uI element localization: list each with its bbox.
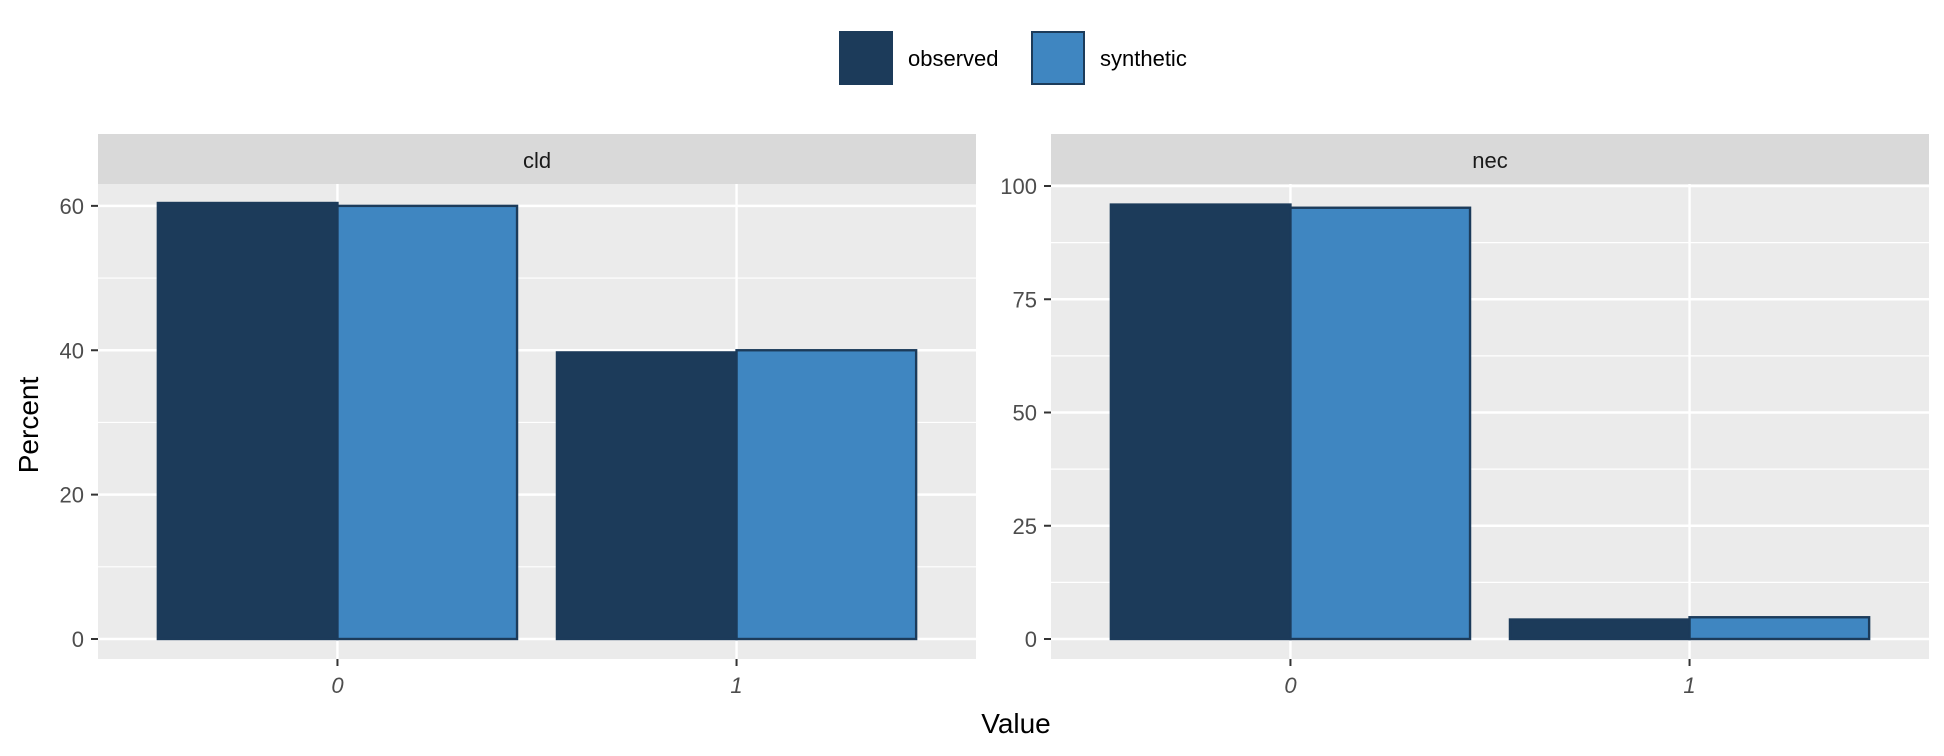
legend-key-synthetic [1031, 31, 1085, 85]
bar-cld-synthetic-0 [336, 204, 519, 641]
y-axis-title: Percent [13, 377, 44, 474]
x-tick-label: 1 [730, 673, 742, 698]
y-tick-label: 50 [1013, 401, 1037, 426]
legend-label-synthetic: synthetic [1100, 46, 1187, 71]
y-tick-label: 0 [1025, 627, 1037, 652]
legend-item-synthetic: synthetic [1031, 31, 1187, 85]
panel-nec: nec 0 25 50 75 100 0 1 [1000, 134, 1929, 698]
y-tick-label: 60 [60, 194, 84, 219]
legend-item-observed: observed [839, 31, 999, 85]
panel-strip [1051, 134, 1929, 184]
legend-label-observed: observed [908, 46, 999, 71]
y-tick-label: 40 [60, 338, 84, 363]
bar-nec-synthetic-0 [1289, 206, 1472, 641]
legend: observed synthetic [839, 31, 1187, 85]
legend-key-observed [839, 31, 893, 85]
x-tick-label: 0 [331, 673, 344, 698]
panel-title: nec [1472, 148, 1507, 173]
bar-nec-observed-1 [1508, 618, 1691, 641]
bar-nec-observed-0 [1109, 203, 1292, 641]
x-axis-title: Value [981, 708, 1051, 739]
x-tick-label: 0 [1284, 673, 1297, 698]
chart-panels: cld 0 20 40 60 0 1 nec 0 25 50 75 100 0 1 [60, 134, 1929, 698]
bar-cld-observed-1 [555, 351, 738, 641]
bar-cld-observed-0 [156, 201, 339, 641]
x-tick-label: 1 [1683, 673, 1695, 698]
y-tick-label: 75 [1013, 287, 1037, 312]
bar-cld-synthetic-1 [735, 349, 918, 641]
y-tick-label: 25 [1013, 514, 1037, 539]
panel-cld: cld 0 20 40 60 0 1 [60, 134, 976, 698]
y-tick-label: 20 [60, 483, 84, 508]
y-tick-label: 100 [1000, 174, 1037, 199]
panel-strip [98, 134, 976, 184]
panel-title: cld [523, 148, 551, 173]
y-tick-label: 0 [72, 627, 84, 652]
bar-nec-synthetic-1 [1688, 616, 1871, 641]
